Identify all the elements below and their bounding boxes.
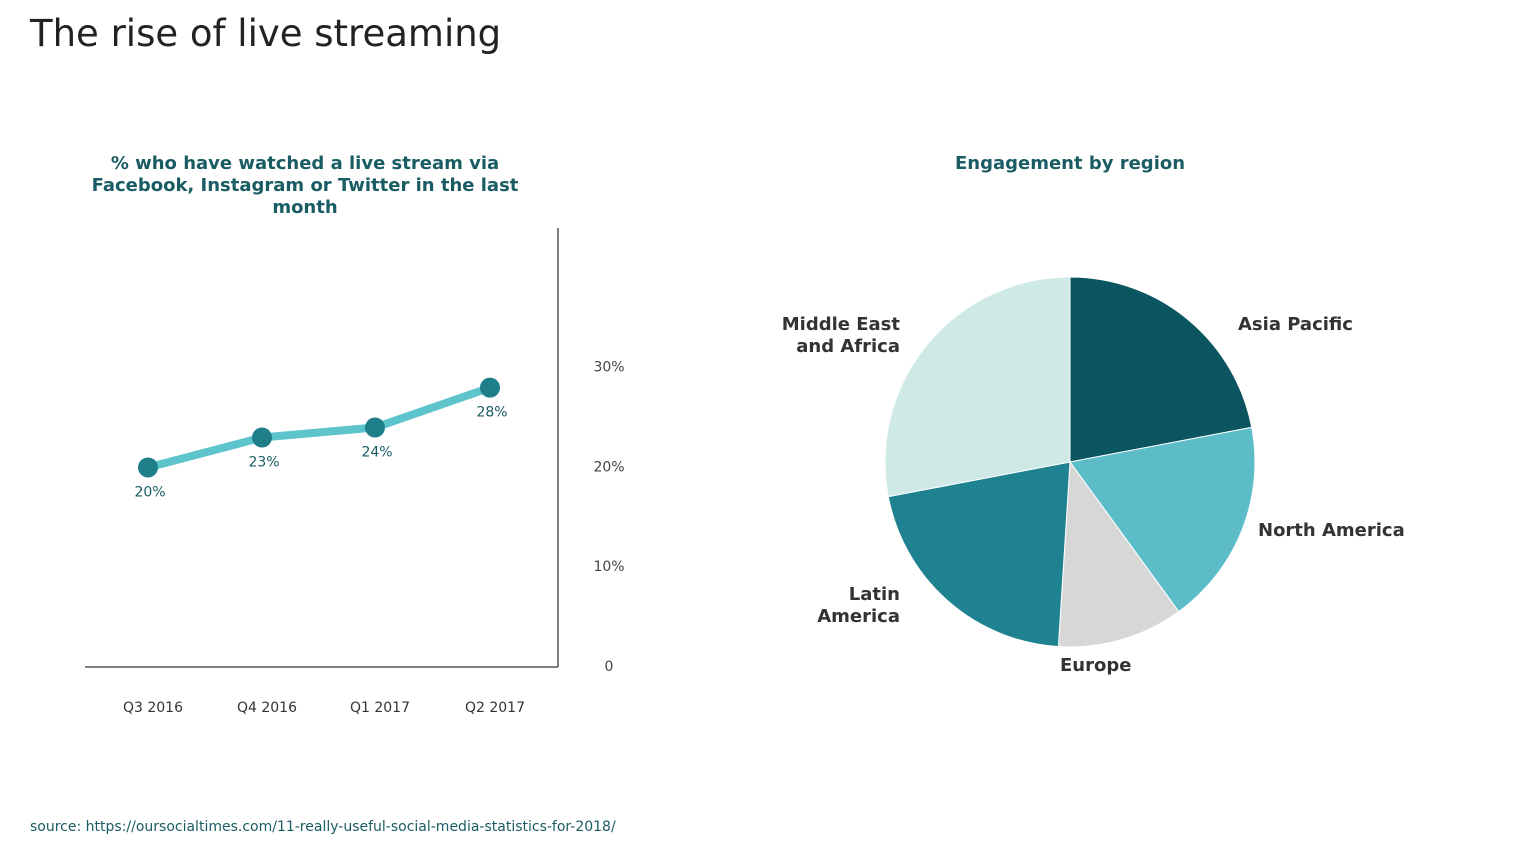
pie-label: North America: [1258, 520, 1405, 541]
x-tick-label: Q1 2017: [350, 700, 410, 716]
line: [146, 383, 492, 472]
pie-label: Asia Pacific: [1238, 314, 1353, 335]
pie-slice: [1069, 276, 1253, 463]
marker: [365, 417, 385, 438]
pie-label: Europe: [1060, 655, 1132, 676]
pie-slice: [884, 276, 1071, 498]
marker: [480, 377, 500, 398]
pie-slice: [1057, 460, 1180, 648]
y-tick-label: 30%: [593, 360, 624, 376]
value-label: 24%: [361, 445, 392, 461]
pie-label: Middle East and Africa: [781, 314, 900, 357]
pie-slice: [887, 461, 1071, 648]
source-note: source: https://oursocialtimes.com/11-re…: [30, 819, 616, 835]
value-label: 20%: [134, 484, 165, 500]
y-tick-label: 10%: [593, 559, 624, 575]
value-label: 28%: [476, 405, 507, 421]
slide-title: The rise of live streaming: [30, 12, 502, 55]
pie-label: Latin America: [817, 584, 900, 627]
y-tick-label: 20%: [593, 459, 624, 475]
pie-chart-title: Engagement by region: [954, 153, 1186, 174]
marker: [252, 427, 272, 448]
y-tick-label: 0: [605, 659, 614, 675]
value-label: 23%: [248, 455, 279, 471]
marker: [138, 457, 158, 478]
line-chart-title: % who have watched a live stream via Fac…: [91, 153, 519, 218]
x-tick-label: Q3 2016: [123, 700, 183, 716]
pie-slice: [1069, 426, 1256, 613]
x-tick-label: Q4 2016: [237, 700, 297, 716]
x-tick-label: Q2 2017: [465, 700, 525, 716]
